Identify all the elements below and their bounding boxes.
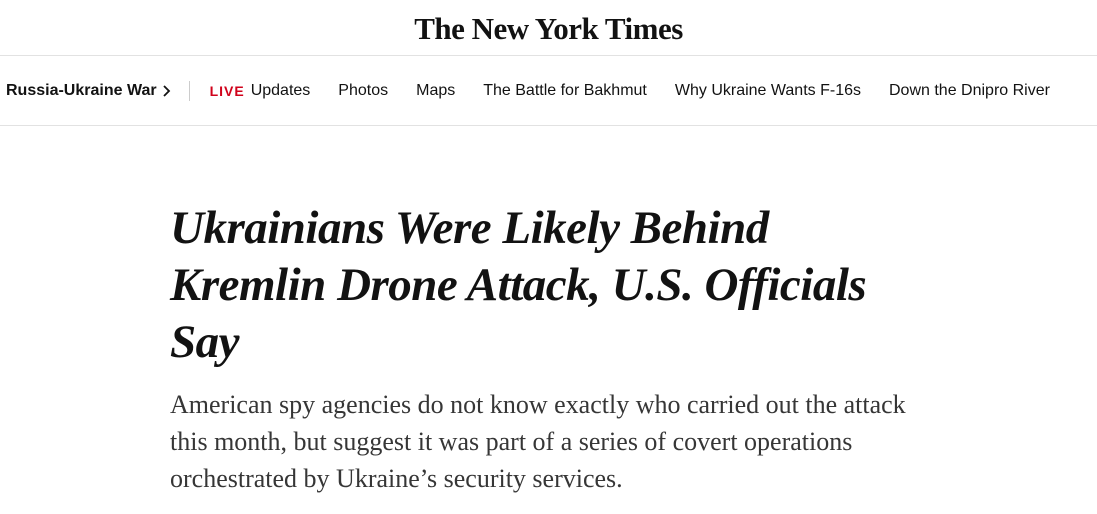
nav-link[interactable]: Down the Dnipro River [889,81,1050,99]
headline: Ukrainians Were Likely Behind Kremlin Dr… [170,202,867,368]
section-link[interactable]: Russia-Ukraine War [6,81,157,99]
nav-link[interactable]: Photos [338,81,389,99]
live-badge: LIVE [209,82,245,99]
divider [188,80,190,101]
masthead: The New York Times [0,0,1097,56]
nav-link[interactable]: Updates [250,81,311,99]
nav-link[interactable]: The Battle for Bakhmut [483,81,647,99]
nav-link[interactable]: Why Ukraine Wants F-16s [674,81,861,99]
section-nav: Russia-Ukraine War LIVE Updates Photos M… [0,56,1097,126]
chevron-icon [162,84,170,97]
summary: American spy agencies do not know exactl… [170,390,906,493]
logo[interactable]: The New York Times [414,10,683,46]
nav-link[interactable]: Maps [416,81,456,99]
